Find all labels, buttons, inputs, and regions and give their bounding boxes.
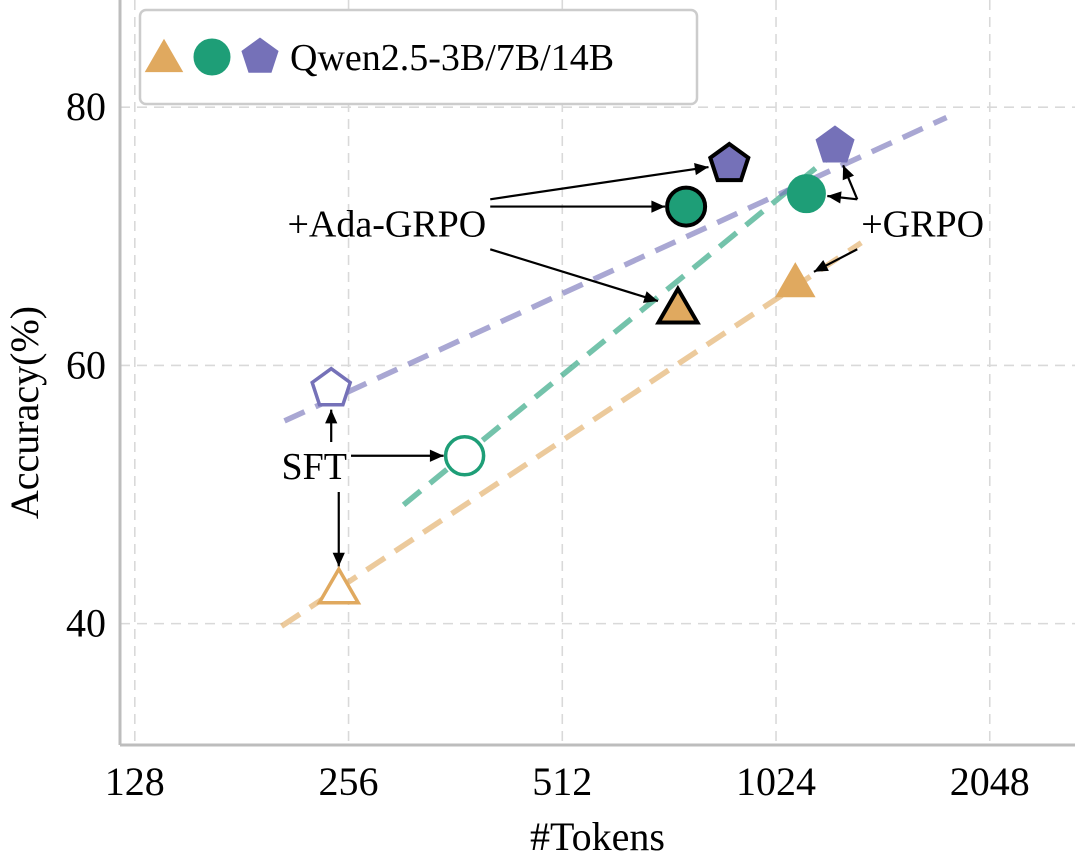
data-point — [316, 565, 362, 605]
y-axis-label: Accuracy(%) — [2, 306, 47, 519]
trend-line — [401, 150, 837, 507]
data-points — [310, 125, 855, 605]
legend-marker — [144, 38, 184, 73]
x-tick-label: 2048 — [950, 759, 1030, 804]
grid — [120, 0, 1075, 745]
data-point — [815, 125, 855, 163]
annotation-label: +GRPO — [861, 203, 984, 245]
data-point — [665, 185, 708, 228]
x-tick-label: 1024 — [736, 759, 816, 804]
arrow-head — [842, 165, 855, 181]
data-point — [655, 284, 701, 325]
axes — [118, 0, 1075, 747]
data-point — [443, 435, 486, 477]
x-axis-label: #Tokens — [530, 814, 665, 859]
y-tick-label: 80 — [66, 84, 106, 129]
data-point — [786, 174, 826, 214]
x-tick-label: 512 — [532, 759, 592, 804]
arrow-head — [651, 200, 666, 213]
annotation-arrows — [325, 162, 859, 567]
legend-label: Qwen2.5-3B/7B/14B — [290, 37, 614, 79]
arrow-head — [813, 260, 829, 272]
y-tick-label: 60 — [66, 342, 106, 387]
legend-box — [138, 8, 699, 106]
legend: Qwen2.5-3B/7B/14B — [138, 8, 699, 106]
annotation-arrow — [489, 248, 659, 303]
data-point — [707, 141, 751, 183]
x-tick-label: 256 — [319, 759, 379, 804]
data-point — [310, 366, 353, 407]
tick-labels: 128 256 512 1024 2048 40 60 80 — [66, 84, 1030, 804]
legend-marker — [241, 37, 279, 73]
annotation-arrow — [490, 165, 709, 201]
trend-lines — [280, 114, 948, 629]
legend-marker — [193, 38, 231, 76]
y-tick-label: 40 — [66, 601, 106, 646]
arrow-head — [325, 409, 338, 424]
arrow-head — [429, 449, 444, 462]
annotation-label: +Ada-GRPO — [287, 203, 486, 245]
arrow-head — [642, 291, 658, 303]
arrow-head — [694, 162, 709, 176]
arrow-head — [827, 191, 842, 204]
arrow-head — [332, 552, 345, 567]
x-tick-label: 128 — [105, 759, 165, 804]
trend-line — [280, 240, 863, 629]
annotations: SFT +Ada-GRPO +GRPO — [282, 203, 985, 488]
annotation-label: SFT — [282, 446, 347, 488]
trend-line — [283, 114, 948, 424]
data-point — [775, 262, 816, 298]
